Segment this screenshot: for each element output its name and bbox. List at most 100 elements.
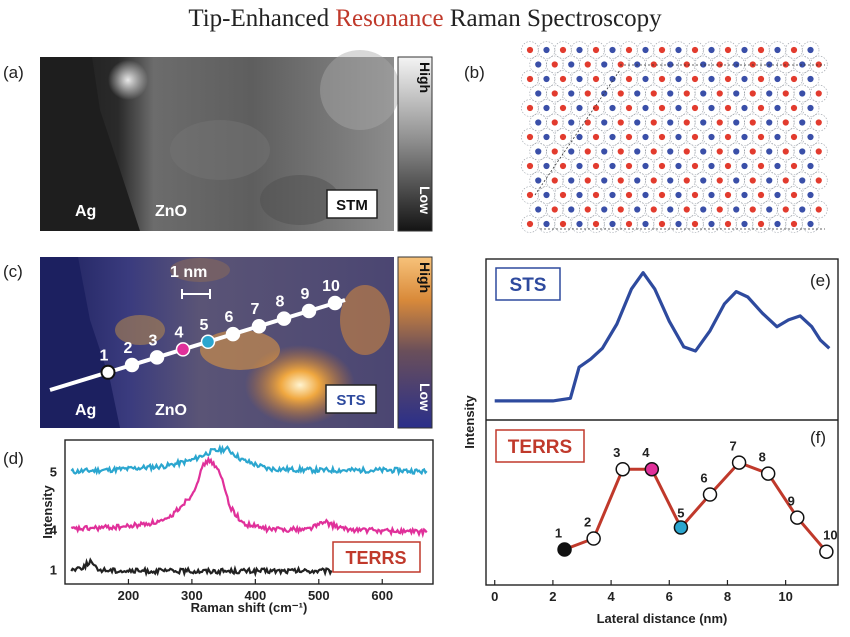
line-point-label: 6 — [225, 309, 234, 326]
spectrum-line-5 — [70, 443, 428, 477]
o-atom — [741, 220, 748, 228]
sts-legend-box — [495, 267, 561, 301]
o-atom — [733, 61, 740, 68]
o-atom — [568, 148, 575, 155]
o-atom — [807, 46, 814, 54]
zn-atom — [815, 206, 822, 213]
o-atom — [741, 162, 748, 170]
o-atom — [609, 46, 616, 54]
zn-atom — [683, 61, 690, 68]
zn-atom — [691, 133, 699, 141]
zn-atom — [716, 61, 723, 68]
zn-atom — [815, 177, 822, 184]
o-atom — [634, 148, 641, 155]
o-atom — [799, 148, 806, 155]
o-atom — [807, 191, 814, 199]
o-atom — [601, 119, 608, 126]
o-atom — [774, 104, 781, 112]
o-atom — [675, 46, 682, 54]
line-point-label: 2 — [124, 340, 133, 357]
o-atom — [642, 220, 649, 228]
zn-atom — [592, 75, 600, 83]
zn-atom — [526, 162, 534, 170]
o-atom — [576, 75, 583, 83]
series-label-5: 5 — [50, 465, 57, 480]
zn-atom — [559, 104, 567, 112]
o-atom — [642, 191, 649, 199]
zn-atom — [592, 104, 600, 112]
line-point-3 — [149, 350, 165, 365]
o-atom — [733, 206, 740, 213]
o-atom — [543, 104, 550, 112]
o-atom — [543, 162, 550, 170]
terrs-point-1 — [557, 542, 572, 557]
line-point-label: 3 — [149, 332, 158, 349]
o-atom — [708, 220, 715, 228]
terrs-point-label: 1 — [555, 526, 562, 541]
line-point-label: 7 — [251, 301, 260, 318]
terrs-point-label: 6 — [700, 471, 707, 486]
zn-atom — [716, 119, 723, 126]
o-atom — [799, 90, 806, 97]
zn-atom — [592, 162, 600, 170]
o-atom — [675, 162, 682, 170]
zn-atom — [551, 206, 558, 213]
zn-atom — [650, 119, 657, 126]
o-atom — [634, 61, 641, 68]
x-axis-label: Lateral distance (nm) — [597, 611, 728, 626]
terrs-point-3 — [615, 461, 630, 477]
o-atom — [667, 206, 674, 213]
terrs-point-10 — [819, 544, 834, 559]
o-atom — [700, 61, 707, 68]
zn-atom — [625, 133, 633, 141]
o-atom — [609, 162, 616, 170]
zn-atom — [757, 220, 765, 228]
zn-atom — [625, 191, 633, 199]
zn-atom — [815, 119, 822, 126]
zn-atom — [790, 220, 798, 228]
o-atom — [609, 191, 616, 199]
zn-atom — [559, 46, 567, 54]
terrs-point-label: 8 — [759, 450, 766, 465]
zn-atom — [790, 75, 798, 83]
terrs-point-label: 9 — [788, 494, 795, 509]
o-atom — [634, 119, 641, 126]
stm-colorbar-high: High — [417, 62, 433, 93]
zn-atom — [650, 90, 657, 97]
o-atom — [807, 75, 814, 83]
y-axis-label: Intensity — [462, 395, 477, 449]
zn-atom — [559, 75, 567, 83]
terrs-point-7 — [731, 455, 747, 470]
zn-atom — [650, 148, 657, 155]
o-atom — [576, 191, 583, 199]
panel-label-b: (b) — [464, 63, 485, 82]
zn-atom — [650, 61, 657, 68]
zn-atom — [658, 191, 666, 199]
terrs-point-8 — [760, 466, 776, 481]
o-atom — [601, 90, 608, 97]
o-atom — [576, 220, 583, 228]
zn-atom — [757, 133, 765, 141]
zn-atom — [691, 162, 699, 170]
x-tick-label: 400 — [244, 588, 266, 603]
zn-atom — [749, 177, 756, 184]
sts-terrs-chart: 0 2 4 6 8 10 Lateral distance (nm) Intensity STS… — [462, 258, 839, 626]
panel-label-f: (f) — [810, 428, 826, 447]
o-atom — [609, 75, 616, 83]
o-atom — [766, 119, 773, 126]
o-atom — [700, 177, 707, 184]
terrs-legend-box — [495, 429, 585, 463]
line-cut-path — [49, 298, 346, 392]
o-atom — [741, 75, 748, 83]
zn-atom — [551, 148, 558, 155]
o-atom — [543, 220, 550, 228]
zn-atom — [757, 75, 765, 83]
o-atom — [543, 191, 550, 199]
sts-zno-label: ZnO — [155, 402, 187, 419]
o-atom — [774, 75, 781, 83]
o-atom — [543, 133, 550, 141]
zn-atom — [592, 46, 600, 54]
series-label-1: 1 — [50, 563, 57, 578]
o-atom — [576, 46, 583, 54]
